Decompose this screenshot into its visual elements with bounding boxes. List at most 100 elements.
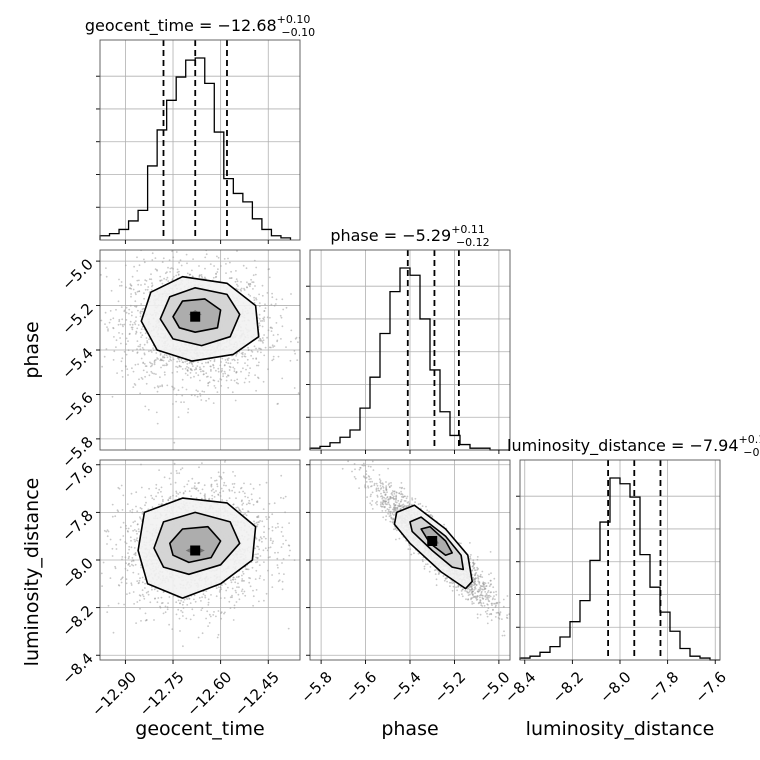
sample-point bbox=[267, 546, 270, 549]
sample-point bbox=[205, 253, 208, 256]
sample-point bbox=[241, 508, 244, 510]
sample-point bbox=[157, 358, 159, 360]
sample-point bbox=[469, 542, 471, 544]
sample-point bbox=[134, 333, 137, 335]
sample-point bbox=[141, 378, 144, 380]
sample-point bbox=[261, 340, 264, 343]
sample-point bbox=[131, 557, 134, 559]
sample-point bbox=[57, 315, 59, 317]
sample-point bbox=[229, 362, 232, 365]
sample-point bbox=[370, 493, 372, 496]
sample-point bbox=[220, 588, 223, 590]
sample-point bbox=[284, 511, 286, 514]
sample-point bbox=[220, 378, 223, 381]
sample-point bbox=[228, 277, 231, 280]
sample-point bbox=[236, 288, 239, 291]
sample-point bbox=[142, 595, 145, 598]
sample-point bbox=[164, 605, 167, 608]
grid-lines bbox=[100, 40, 300, 240]
sample-point bbox=[169, 271, 172, 273]
sample-point bbox=[186, 374, 189, 376]
sample-point bbox=[262, 380, 265, 383]
sample-point bbox=[252, 503, 255, 506]
sample-point bbox=[200, 275, 203, 278]
sample-point bbox=[240, 580, 243, 582]
sample-point bbox=[133, 265, 136, 268]
sample-point bbox=[234, 475, 237, 477]
sample-point bbox=[125, 527, 128, 530]
sample-point bbox=[381, 497, 384, 500]
sample-point bbox=[134, 540, 137, 543]
sample-point bbox=[179, 447, 181, 449]
sample-point bbox=[251, 351, 254, 353]
sample-point bbox=[277, 355, 280, 358]
sample-point bbox=[236, 280, 239, 283]
sample-point bbox=[207, 361, 210, 364]
sample-point bbox=[136, 352, 139, 354]
sample-point bbox=[115, 548, 118, 550]
sample-point bbox=[247, 502, 250, 504]
sample-point bbox=[168, 259, 171, 262]
sample-point bbox=[264, 346, 267, 349]
sample-point bbox=[109, 577, 112, 579]
sample-point bbox=[251, 566, 254, 569]
sample-point bbox=[200, 274, 203, 276]
sample-point bbox=[232, 358, 235, 361]
sample-point bbox=[195, 497, 198, 500]
sample-point bbox=[162, 612, 165, 615]
sample-point bbox=[191, 363, 194, 366]
sample-point bbox=[271, 296, 274, 299]
sample-point bbox=[242, 490, 245, 493]
sample-point bbox=[222, 373, 225, 375]
sample-point bbox=[394, 528, 397, 530]
sample-point bbox=[233, 607, 236, 609]
sample-point bbox=[210, 370, 212, 372]
sample-point bbox=[185, 253, 188, 256]
sample-point bbox=[195, 368, 198, 371]
sample-point bbox=[126, 569, 129, 572]
sample-point bbox=[113, 350, 116, 353]
sample-point bbox=[190, 495, 193, 498]
sample-point bbox=[130, 492, 133, 495]
sample-point bbox=[367, 486, 370, 489]
sample-point bbox=[125, 562, 127, 565]
sample-point bbox=[303, 341, 305, 343]
sample-point bbox=[227, 374, 229, 377]
sample-point bbox=[238, 575, 240, 578]
sample-point bbox=[127, 527, 130, 530]
sample-point bbox=[139, 345, 141, 348]
sample-point bbox=[207, 375, 209, 378]
sample-point bbox=[131, 275, 134, 278]
sample-point bbox=[169, 483, 172, 486]
sample-point bbox=[180, 358, 183, 361]
sample-point bbox=[125, 524, 127, 527]
sample-point bbox=[236, 283, 238, 286]
sample-point bbox=[140, 507, 143, 510]
sample-point bbox=[136, 270, 139, 272]
sample-point bbox=[252, 595, 255, 598]
sample-point bbox=[385, 515, 388, 518]
sample-point bbox=[171, 250, 174, 253]
sample-point bbox=[235, 278, 238, 281]
sample-point bbox=[230, 270, 233, 273]
sample-point bbox=[163, 476, 166, 479]
sample-point bbox=[231, 483, 234, 485]
sample-point bbox=[145, 591, 148, 594]
sample-point bbox=[144, 496, 147, 499]
sample-point bbox=[236, 359, 239, 361]
sample-point bbox=[241, 353, 244, 356]
sample-point bbox=[147, 286, 150, 288]
sample-point bbox=[271, 542, 274, 545]
sample-point bbox=[160, 602, 163, 605]
sample-point bbox=[192, 258, 195, 260]
sample-point bbox=[252, 288, 254, 290]
sample-point bbox=[175, 393, 178, 396]
sample-point bbox=[274, 303, 277, 305]
sample-point bbox=[122, 494, 125, 497]
sample-point bbox=[148, 374, 151, 377]
sample-point bbox=[225, 263, 227, 265]
sample-point bbox=[193, 485, 196, 487]
sample-point bbox=[220, 361, 222, 363]
sample-point bbox=[265, 592, 268, 595]
sample-point bbox=[144, 405, 147, 408]
